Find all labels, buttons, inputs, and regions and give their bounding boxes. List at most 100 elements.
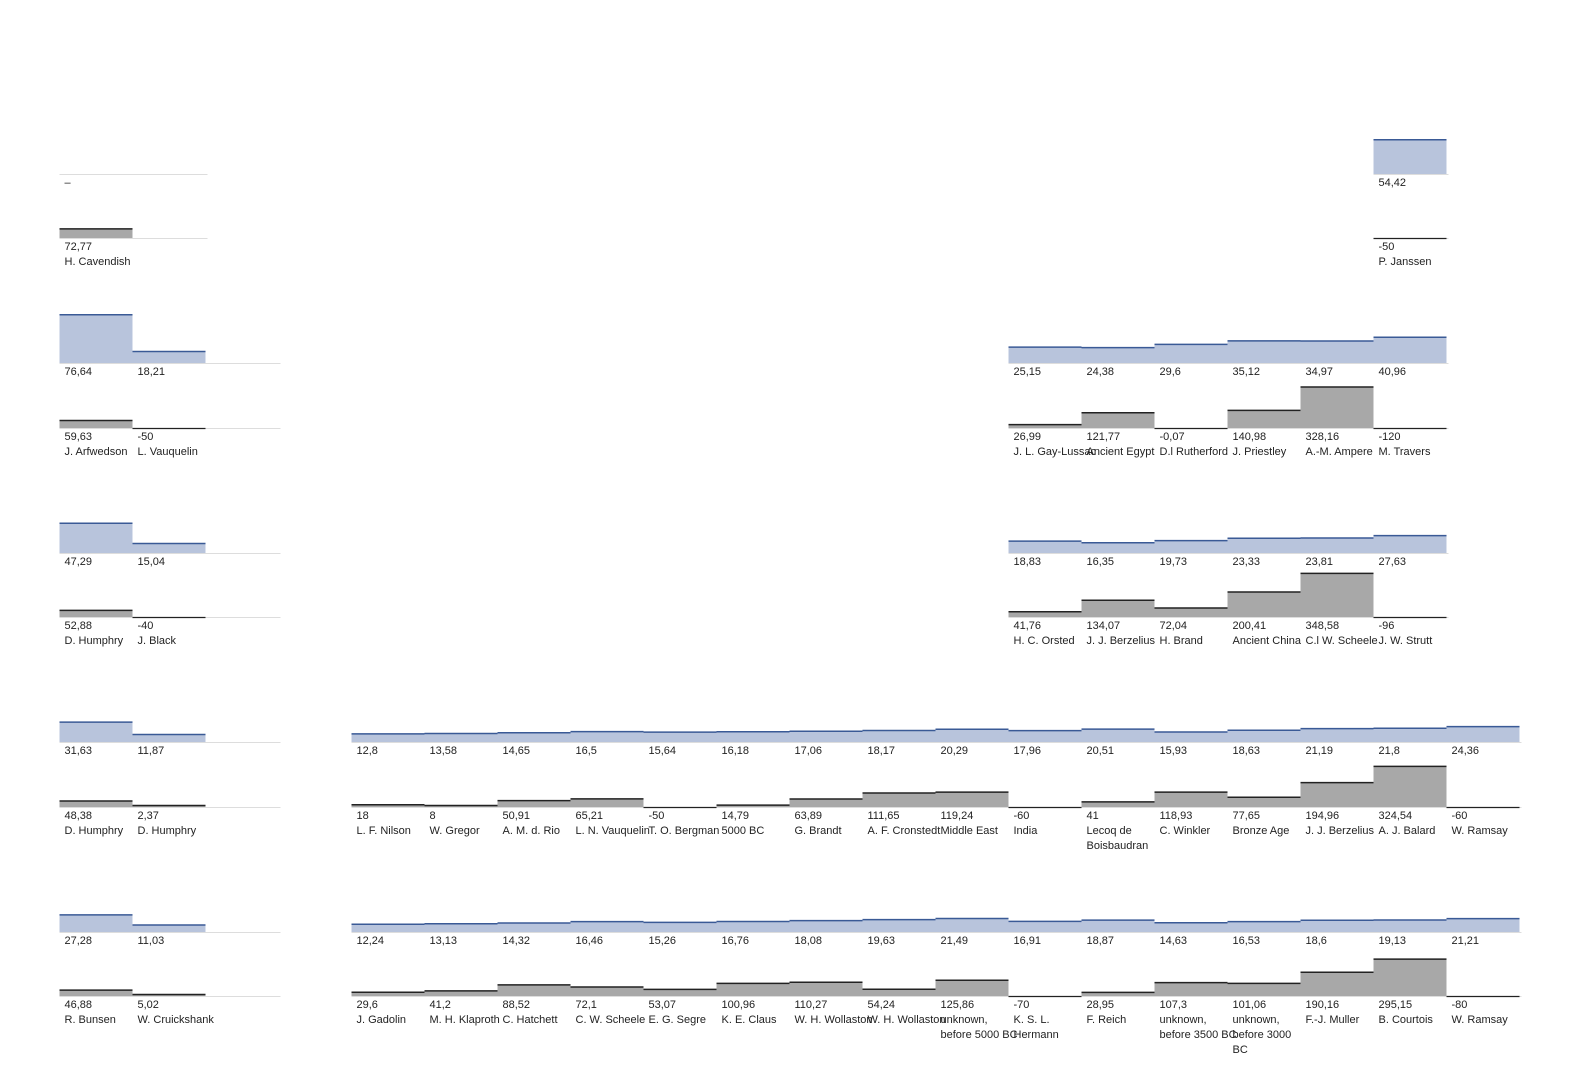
bottom-bar — [789, 799, 863, 807]
discoverer-label: Lecoq de — [1087, 825, 1132, 837]
top-value-label: 16,18 — [722, 745, 750, 757]
discoverer-label: Hermann — [1014, 1029, 1059, 1041]
top-value-label: 27,63 — [1379, 556, 1407, 568]
top-value-label: 16,76 — [722, 935, 750, 947]
top-bar — [1008, 347, 1082, 363]
chart-cell: 16,5 65,21 L. N. Vauquelin — [570, 730, 650, 837]
top-value-label: 19,13 — [1379, 935, 1407, 947]
bottom-value-label: 77,65 — [1233, 810, 1261, 822]
top-value-label: 20,29 — [941, 745, 969, 757]
discoverer-label: unknown, — [941, 1014, 988, 1026]
top-value-label: 16,5 — [576, 745, 597, 757]
top-value-label: 24,38 — [1087, 366, 1115, 378]
top-value-label: 34,97 — [1306, 366, 1334, 378]
top-bar — [1373, 535, 1447, 553]
top-bar — [716, 921, 790, 932]
bottom-value-label: 65,21 — [576, 810, 604, 822]
chart-cell: 18,17 111,65 A. F. Cronstedt — [862, 729, 941, 837]
bottom-value-label: 59,63 — [65, 431, 93, 443]
discoverer-label: J. Priestley — [1233, 446, 1287, 458]
bottom-bar — [1227, 983, 1301, 996]
bottom-value-label: -40 — [138, 620, 154, 632]
bottom-value-label: 53,07 — [649, 999, 677, 1011]
top-value-label: 16,46 — [576, 935, 604, 947]
discoverer-label: W. H. Wollaston — [868, 1014, 946, 1026]
top-bar — [1300, 537, 1374, 553]
chart-cell: 21,49 125,86 unknown, before 5000 BC — [935, 917, 1018, 1041]
bottom-bar — [862, 989, 936, 996]
bottom-bar — [1081, 801, 1155, 807]
bottom-value-label: 26,99 — [1014, 431, 1042, 443]
discoverer-label: K. S. L. — [1014, 1014, 1050, 1026]
top-bar — [1300, 728, 1374, 742]
discoverer-label: G. Brandt — [795, 825, 842, 837]
chart-cell: 40,96 -120 M. Travers — [1373, 336, 1447, 458]
bottom-bar — [1300, 782, 1374, 807]
chart-cell: 76,64 59,63 J. Arfwedson — [59, 313, 133, 458]
bottom-value-label: 54,24 — [868, 999, 896, 1011]
bottom-bar — [1154, 607, 1228, 617]
bottom-value-label: 50,91 — [503, 810, 531, 822]
top-bar — [1081, 729, 1155, 742]
discoverer-label: W. Ramsay — [1452, 825, 1509, 837]
discoverer-label: J. Gadolin — [357, 1014, 407, 1026]
top-bar — [1373, 337, 1447, 363]
chart-cell: 29,6 -0,07 D.l Rutherford — [1154, 343, 1228, 458]
top-value-label: 19,63 — [868, 935, 896, 947]
chart-cell: 20,29 119,24 Middle East — [935, 728, 1009, 837]
chart-cell: 11,03 5,02 W. Cruickshank — [132, 924, 214, 1026]
bottom-bar — [351, 804, 425, 807]
discoverer-label: T. O. Bergman — [649, 825, 720, 837]
discoverer-label: A. F. Cronstedt — [868, 825, 941, 837]
chart-cell: 14,32 88,52 C. Hatchett — [497, 922, 571, 1026]
top-bar — [132, 734, 206, 742]
top-value-label: 14,32 — [503, 935, 531, 947]
chart-cell: 15,93 118,93 C. Winkler — [1154, 731, 1228, 837]
top-bar — [1227, 538, 1301, 553]
bottom-value-label: -50 — [138, 431, 154, 443]
bottom-value-label: 110,27 — [795, 999, 828, 1011]
bottom-bar — [1008, 424, 1082, 428]
discoverer-label: D. Humphry — [65, 825, 124, 837]
bottom-bar — [59, 800, 133, 807]
top-value-label: 18,6 — [1306, 935, 1327, 947]
bottom-value-label: 348,58 — [1306, 620, 1340, 632]
top-bar — [59, 523, 133, 553]
chart-cell: 19,13 295,15 B. Courtois — [1373, 919, 1447, 1026]
discoverer-label: P. Janssen — [1379, 256, 1432, 268]
chart-cell: 23,33 200,41 Ancient China — [1227, 537, 1302, 647]
top-bar — [59, 914, 133, 932]
chart-cell: 47,29 52,88 D. Humphry — [59, 522, 133, 647]
top-value-label: 17,96 — [1014, 745, 1042, 757]
bottom-value-label: -0,07 — [1160, 431, 1185, 443]
chart-cell: 18,83 41,76 H. C. Orsted — [1008, 540, 1082, 647]
chart-cell: 18,6 190,16 F.-J. Muller — [1300, 919, 1374, 1026]
bottom-bar — [59, 228, 133, 238]
discoverer-label: H. C. Orsted — [1014, 635, 1075, 647]
discoverer-label: L. Vauquelin — [138, 446, 198, 458]
bottom-value-label: 29,6 — [357, 999, 378, 1011]
chart-cell: 19,63 54,24 W. H. Wollaston — [862, 918, 946, 1026]
bottom-bar — [570, 986, 644, 996]
bottom-value-label: 295,15 — [1379, 999, 1413, 1011]
top-bar — [132, 351, 206, 363]
chart-cell: 24,38 121,77 Ancient Egypt — [1081, 346, 1155, 458]
top-value-label: 12,8 — [357, 745, 378, 757]
discoverer-label: Boisbaudran — [1087, 840, 1149, 852]
bottom-bar — [862, 793, 936, 807]
bottom-value-label: -70 — [1014, 999, 1030, 1011]
chart-cell: 23,81 348,58 C.l W. Scheele — [1300, 537, 1378, 647]
top-value-label: 11,87 — [138, 745, 165, 757]
chart-cell: 21,21 -80 W. Ramsay — [1446, 917, 1520, 1026]
top-bar — [59, 722, 133, 742]
discoverer-label: J. J. Berzelius — [1087, 635, 1156, 647]
bottom-value-label: 101,06 — [1233, 999, 1267, 1011]
discoverer-label: Ancient China — [1233, 635, 1302, 647]
bottom-value-label: 41 — [1087, 810, 1099, 822]
chart-cell: 15,64 -50 T. O. Bergman — [643, 731, 720, 837]
bottom-value-label: 190,16 — [1306, 999, 1340, 1011]
discoverer-label: Middle East — [941, 825, 998, 837]
discoverer-label: C. Hatchett — [503, 1014, 558, 1026]
discoverer-label: before 3000 — [1233, 1029, 1292, 1041]
top-value-label: 23,81 — [1306, 556, 1334, 568]
